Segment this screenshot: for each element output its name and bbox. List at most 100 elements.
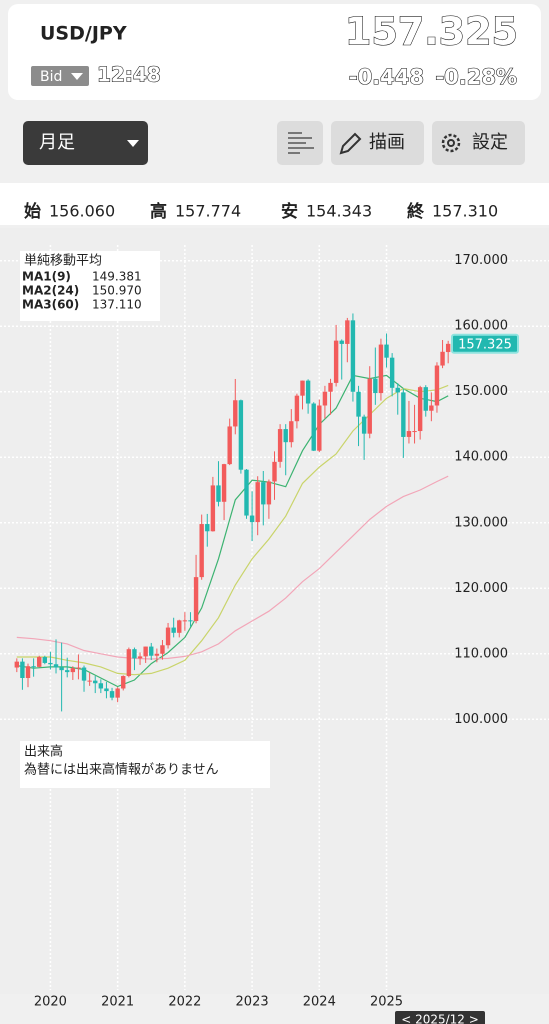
- candle-body: [132, 649, 137, 659]
- candle-body: [143, 646, 148, 657]
- header-card: [8, 4, 541, 100]
- candle-body: [294, 395, 300, 422]
- y-tick-label: 130.000: [454, 515, 508, 530]
- ohlc-label: 高: [150, 201, 167, 222]
- candle-body: [121, 676, 126, 689]
- grid: [0, 245, 549, 990]
- candle-body: [76, 667, 81, 669]
- candle-body: [317, 405, 322, 451]
- candle-body: [261, 482, 266, 505]
- candle-body: [42, 657, 48, 663]
- candle-body: [423, 387, 428, 411]
- candle-body: [322, 391, 328, 406]
- candle-body: [401, 392, 406, 437]
- candle-body: [305, 380, 311, 404]
- ma-name: MA1(9): [22, 270, 71, 284]
- candle-body: [165, 627, 171, 646]
- bid-box[interactable]: [31, 66, 89, 86]
- candle-body: [199, 524, 204, 578]
- change-pct: -0.28%: [435, 65, 517, 89]
- ma-value: 150.970: [92, 284, 142, 298]
- candle-body: [25, 666, 31, 679]
- ohlc-row: [0, 183, 549, 225]
- x-axis: 2020 2021 2022 2023 2024 2025: [34, 995, 403, 1010]
- candle-body: [188, 620, 193, 622]
- candles: [14, 313, 451, 712]
- candle-body: [137, 656, 143, 659]
- period-select[interactable]: [23, 121, 148, 165]
- candle-body: [70, 668, 76, 673]
- ohlc-value: 157.310: [432, 202, 498, 221]
- candle-body: [289, 421, 294, 443]
- ma-name: MA3(60): [22, 298, 79, 312]
- candle-body: [182, 620, 188, 622]
- cursor-box: [395, 1011, 485, 1024]
- price-tag-label: 157.325: [458, 337, 512, 352]
- candle-body: [216, 485, 221, 502]
- candle-body: [378, 344, 384, 394]
- change: -0.448: [349, 65, 424, 89]
- candle-body: [328, 382, 333, 392]
- y-axis: 100.000 110.000 120.000 130.000 140.000 150.0…: [451, 253, 519, 727]
- candle-body: [395, 387, 400, 393]
- x-tick-label: 2021: [101, 995, 134, 1010]
- candle-body: [59, 667, 64, 671]
- y-tick-label: 170.000: [454, 253, 508, 268]
- price-tag: [451, 333, 519, 354]
- candle-body: [345, 320, 350, 344]
- candle-body: [384, 344, 389, 358]
- candle-body: [300, 380, 305, 396]
- period: 月足: [39, 132, 75, 153]
- x-tick-label: 2023: [236, 995, 269, 1010]
- ohlc-value: 157.774: [175, 202, 241, 221]
- candle-body: [205, 524, 210, 532]
- candle-body: [104, 688, 109, 692]
- candle-body: [227, 426, 232, 465]
- candle-body: [149, 646, 154, 656]
- pair: USD/JPY: [40, 23, 127, 45]
- candle-body: [272, 461, 277, 482]
- ma-value: 137.110: [92, 298, 142, 312]
- candle-body: [98, 683, 104, 689]
- price: 157.325: [345, 10, 518, 54]
- candle-body: [429, 405, 434, 411]
- bid-label: Bid: [40, 69, 62, 85]
- candle-body: [233, 400, 238, 427]
- candle-body: [177, 620, 182, 633]
- candle-body: [48, 662, 53, 665]
- candle-body: [367, 378, 372, 434]
- candle-body: [87, 680, 92, 682]
- pencil-icon: [339, 132, 362, 155]
- settings-label: 設定: [472, 132, 508, 153]
- candle-body: [255, 482, 260, 523]
- candle-body: [193, 577, 199, 622]
- candle-body: [37, 657, 42, 667]
- time: 12:48: [97, 63, 161, 87]
- settings-button[interactable]: [432, 121, 525, 165]
- draw-label: 描画: [369, 132, 405, 153]
- candle-body: [311, 403, 316, 451]
- cursor-label: < 2025/12 >: [401, 1013, 479, 1024]
- ohlc-label: 始: [24, 201, 41, 222]
- volume-note: 為替には出来高情報がありません: [24, 762, 219, 778]
- ohlc-label: 終: [407, 201, 425, 222]
- candle-body: [333, 340, 339, 383]
- candle-body: [53, 664, 59, 668]
- candle-body: [434, 365, 440, 406]
- candle-body: [221, 464, 227, 502]
- candle-body: [238, 400, 244, 470]
- x-tick-label: 2022: [168, 995, 201, 1010]
- candle-body: [356, 391, 361, 417]
- ma-title: 単純移動平均: [24, 253, 102, 269]
- ma-legend: MA1(9) 149.381 MA2(24) 150.970 MA3(60) 137.11…: [22, 270, 142, 312]
- y-tick-label: 140.000: [454, 450, 508, 465]
- candle-body: [277, 429, 283, 462]
- candle-body: [109, 691, 115, 698]
- candle-body: [14, 661, 20, 668]
- volume-title: 出来高: [24, 744, 63, 760]
- candle-body: [244, 469, 249, 516]
- ma-line: [16, 384, 449, 676]
- candle-body: [406, 431, 412, 437]
- draw-button[interactable]: [331, 121, 424, 165]
